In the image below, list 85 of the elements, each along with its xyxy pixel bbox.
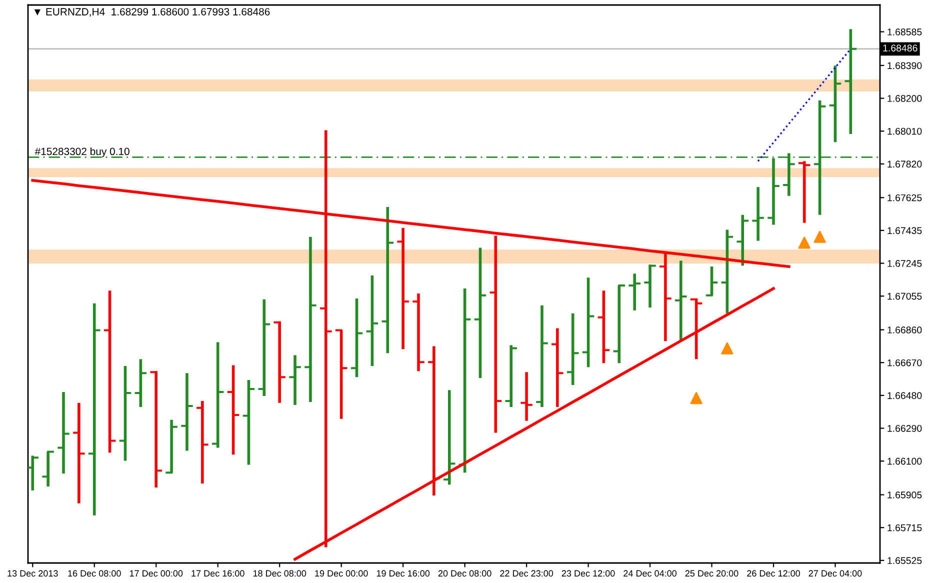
x-tick-label: 23 Dec 12:00: [562, 570, 615, 577]
candlestick: [88, 302, 100, 517]
candlestick: [520, 370, 532, 422]
candlestick: [566, 312, 579, 386]
candlestick: [134, 358, 147, 408]
point: [798, 236, 810, 249]
candlestick: [73, 401, 85, 505]
y-tick-label: 1.68010: [888, 128, 922, 135]
y-tick-label: 1.66100: [888, 458, 922, 465]
candlestick: [675, 259, 687, 343]
candlestick: [58, 390, 70, 475]
candlestick: [706, 265, 718, 297]
y-tick-label: 1.67625: [888, 194, 922, 202]
candlestick: [166, 418, 178, 474]
candlestick: [752, 186, 764, 242]
candlestick: [227, 364, 240, 456]
x-tick-label: 13 Dec 2013: [8, 570, 58, 577]
candlestick: [150, 370, 162, 489]
x-tick-label: 19 Dec 00:00: [315, 570, 368, 577]
candlestick: [289, 354, 301, 406]
candlestick: [613, 284, 626, 365]
ref-line-label: #15283302 buy 0.10: [34, 147, 130, 158]
ref-line-label: 1.68486: [883, 44, 918, 52]
y-tick-label: 1.65525: [888, 557, 922, 564]
candlestick: [350, 297, 363, 379]
y-tick-label: 1.67435: [888, 227, 922, 234]
y-tick-label: 1.66860: [888, 326, 922, 334]
candlestick: [536, 304, 548, 408]
x-tick-label: 18 Dec 08:00: [253, 570, 306, 577]
chart-title: ▼ EURNZD,H4 1.68299 1.68600 1.67993 1.68486: [34, 8, 270, 17]
y-tick-label: 1.66480: [888, 392, 922, 400]
candlestick: [428, 344, 440, 497]
candlestick: [798, 160, 810, 224]
y-tick-label: 1.67820: [888, 160, 922, 168]
x-tick-label: 22 Dec 23:00: [500, 570, 554, 577]
y-tick-label: 1.66670: [888, 359, 922, 366]
candlestick: [397, 226, 409, 351]
x-tick-label: 25 Dec 20:00: [685, 570, 738, 577]
candlestick: [304, 235, 316, 404]
candlestick: [42, 450, 54, 488]
candlestick: [196, 400, 208, 485]
x-tick-label: 27 Dec 04:00: [808, 570, 862, 577]
candlestick: [274, 320, 286, 404]
x-tick-label: 20 Dec 08:00: [438, 570, 492, 577]
x-tick-label: 17 Dec 16:00: [192, 570, 244, 577]
candlestick: [644, 263, 656, 309]
x-tick-label: 19 Dec 16:00: [376, 570, 430, 577]
x-tick-label: 26 Dec 12:00: [747, 570, 800, 577]
candlestick: [505, 344, 517, 408]
candlestick: [598, 289, 610, 365]
candlestick: [366, 274, 378, 368]
candlestick: [335, 328, 348, 420]
x-tick-label: 24 Dec 04:00: [624, 570, 677, 577]
candlestick: [582, 276, 594, 368]
candlestick: [844, 28, 857, 136]
y-tick-label: 1.68200: [888, 95, 922, 102]
y-tick-label: 1.66290: [888, 424, 922, 432]
point: [721, 342, 734, 354]
point: [690, 392, 702, 404]
candlestick: [412, 292, 424, 372]
candlestick: [258, 298, 270, 398]
candlestick: [628, 272, 640, 312]
candlestick: [690, 297, 702, 361]
candlestick: [382, 206, 394, 354]
point: [814, 230, 826, 243]
candlestick: [721, 228, 734, 315]
candlestick: [458, 287, 471, 474]
candlestick: [552, 326, 564, 408]
y-tick-label: 1.67055: [888, 292, 922, 300]
candlestick: [212, 340, 224, 450]
candlestick: [829, 64, 842, 144]
x-tick-label: 17 Dec 00:00: [130, 570, 183, 577]
candlestick: [28, 454, 38, 492]
y-tick-label: 1.68585: [888, 28, 922, 36]
y-tick-label: 1.68390: [888, 62, 922, 70]
y-tick-label: 1.65905: [888, 491, 922, 498]
candlestick: [242, 378, 255, 466]
candlestick: [119, 364, 132, 462]
y-tick-label: 1.67245: [888, 260, 922, 267]
candlestick: [474, 246, 486, 380]
candlestick: [181, 372, 193, 452]
candlestick: [736, 214, 748, 268]
x-tick-label: 16 Dec 08:00: [68, 570, 121, 577]
candlestick: [104, 289, 116, 454]
y-tick-label: 1.65715: [888, 524, 922, 532]
